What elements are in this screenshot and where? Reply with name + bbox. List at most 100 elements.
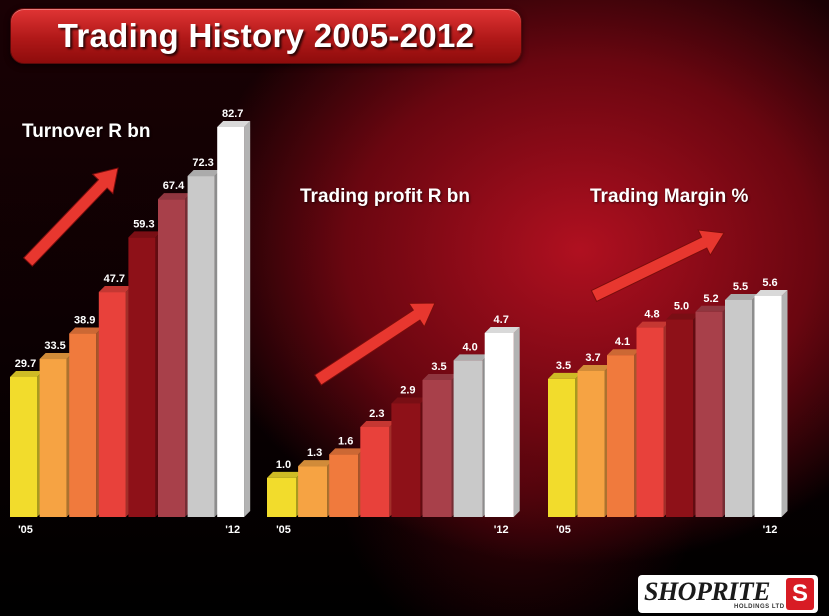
trading-profit-bar-top [453,354,489,361]
turnover-bar [128,237,156,518]
trading-margin-bar-top [695,305,729,312]
trading-margin-trend-arrow [590,229,725,303]
turnover-bar-top [10,370,43,377]
turnover-value-label: 72.3 [192,157,213,169]
trading-margin-value-label: 5.6 [762,277,777,289]
trading-profit-bar-side [513,327,520,517]
trading-margin-bar [666,319,693,517]
trading-profit-value-label: 4.7 [494,314,509,326]
page-title: Trading History 2005-2012 [57,17,475,54]
trading-profit-bar [391,403,421,517]
trading-profit-tick-label: '05 [276,524,291,536]
trading-margin-tick-label: '12 [763,524,778,536]
trading-profit-bar-top [360,420,396,427]
trading-margin-value-label: 4.1 [615,336,630,348]
trading-profit-chart-title: Trading profit R bn [300,186,470,207]
turnover-bar-side [244,121,251,517]
turnover-bar-top [69,327,103,334]
trading-margin-bar-top [666,313,699,320]
turnover-bar [98,292,126,517]
shoprite-logo: SHOPRITE HOLDINGS LTD S [638,575,818,613]
trading-profit-bar [422,379,452,517]
turnover-bar [10,376,37,517]
trading-profit-value-label: 2.9 [400,384,415,396]
turnover-bar-top [158,193,191,200]
turnover-bar-top [98,286,132,293]
trading-profit-bar-top [298,460,334,467]
trading-margin-bar [636,327,664,517]
trading-margin-bar-top [577,364,611,371]
turnover-value-label: 38.9 [74,315,95,327]
turnover-value-label: 67.4 [163,180,185,192]
trading-profit-bar [360,426,390,517]
trading-profit-value-label: 3.5 [431,361,446,373]
turnover-value-label: 82.7 [222,108,243,120]
trading-profit-value-label: 1.0 [276,459,291,471]
turnover-value-label: 47.7 [104,273,125,285]
turnover-value-label: 59.3 [133,218,154,230]
turnover-bar [39,359,67,517]
turnover-bar-top [128,231,162,238]
trading-margin-chart-title: Trading Margin % [590,186,749,207]
arrow-shape [314,302,436,386]
trading-profit-chart: 1.0 1.3 1.6 2.3 2.9 3.5 4.0 4.7 '05 '12 [267,314,520,536]
turnover-trend-arrow [22,167,119,267]
trading-margin-bar-top [636,321,670,328]
trading-profit-bar [329,454,359,517]
trading-profit-tick-label: '12 [494,524,509,536]
trading-margin-bar-side [781,290,788,517]
logo-subtext: HOLDINGS LTD [734,604,785,610]
trading-profit-bar-top [267,471,302,478]
turnover-bar [217,127,245,517]
trading-profit-trend-arrow [314,302,436,386]
trading-margin-chart: 3.5 3.7 4.1 4.8 5.0 5.2 5.5 5.6 '05 '12 [548,277,788,536]
trading-margin-bar-top [754,290,788,296]
title-banner: Trading History 2005-2012 [10,8,522,64]
trading-profit-value-label: 4.0 [462,341,477,353]
trading-margin-value-label: 3.5 [556,360,571,372]
trading-margin-bar [754,296,782,517]
arrow-shape [22,167,119,267]
trading-profit-bar [267,477,296,517]
logo-wordmark: SHOPRITE [644,577,771,606]
turnover-chart-title: Turnover R bn [22,121,151,142]
trading-profit-value-label: 1.3 [307,447,322,459]
turnover-bar-top [187,170,221,177]
trading-margin-bar [695,311,723,517]
turnover-tick-label: '05 [18,524,33,536]
trading-margin-bar [548,378,575,517]
turnover-bar-top [217,121,251,127]
trading-margin-value-label: 5.0 [674,301,689,313]
turnover-tick-label: '12 [225,524,240,536]
trading-margin-bar-top [607,349,640,356]
trading-profit-bar-top [422,373,458,380]
trading-profit-bar-top [391,397,427,404]
turnover-value-label: 29.7 [15,358,36,370]
trading-margin-bar [577,370,605,517]
trading-profit-value-label: 1.6 [338,435,353,447]
turnover-chart: 29.7 33.5 38.9 47.7 59.3 67.4 72.3 82.7 '05 '12 [10,108,251,536]
trading-margin-bar [607,355,634,517]
trading-profit-bar-top [484,327,520,333]
trading-margin-value-label: 3.7 [585,352,600,364]
trading-margin-value-label: 5.2 [703,293,718,305]
turnover-bar [187,176,215,517]
trading-margin-value-label: 4.8 [644,309,659,321]
trading-profit-bar-top [329,448,365,455]
trading-margin-bar [725,299,752,517]
turnover-bar [158,199,185,518]
logo-badge: S [786,578,814,610]
trading-profit-bar [484,333,514,517]
arrow-shape [590,229,725,303]
turnover-bar [69,333,97,517]
trading-margin-tick-label: '05 [556,524,571,536]
trading-profit-value-label: 2.3 [369,408,384,420]
trading-margin-value-label: 5.5 [733,281,748,293]
trading-profit-bar [298,466,328,517]
turnover-value-label: 33.5 [44,340,65,352]
trading-margin-bar-top [725,293,758,300]
trading-profit-bar [453,360,483,517]
turnover-bar-top [39,353,73,360]
trading-margin-bar-top [548,372,581,379]
